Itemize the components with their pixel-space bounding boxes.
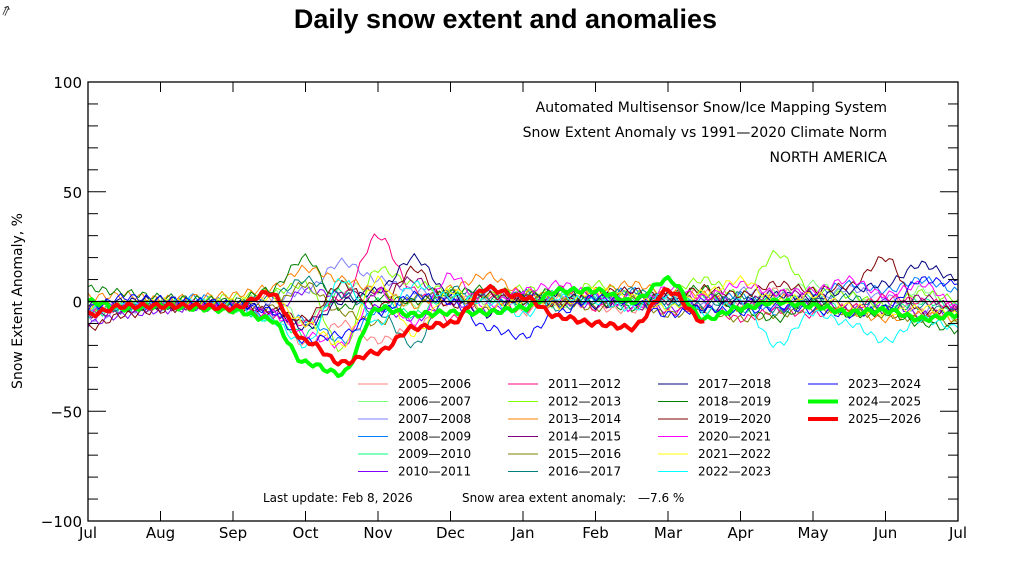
legend-item: 2019—2020	[658, 412, 771, 426]
legend-label: 2006—2007	[398, 395, 471, 409]
series-layer	[87, 233, 960, 379]
y-tick-label: 0	[72, 294, 82, 312]
legend-item: 2024—2025	[808, 395, 921, 409]
legend-label: 2022—2023	[698, 465, 771, 479]
legend-item: 2025—2026	[808, 412, 921, 426]
y-tick-label: −50	[50, 403, 82, 421]
series-line-2025-2026	[87, 284, 705, 367]
legend-label: 2018—2019	[698, 395, 771, 409]
legend-label: 2023—2024	[848, 377, 921, 391]
legend-label: 2014—2015	[548, 430, 621, 444]
axes-layer: −100 −50 0 50 100 Jul Aug Sep Oct Nov Dec Jan Feb Mar…	[41, 74, 967, 542]
legend-item: 2007—2008	[358, 412, 471, 426]
x-tick-label: Jul	[78, 524, 97, 542]
legend-item: 2008—2009	[358, 430, 471, 444]
legend-item: 2009—2010	[358, 447, 471, 461]
x-tick-label: Apr	[728, 524, 755, 542]
legend-label: 2021—2022	[698, 447, 771, 461]
legend-label: 2013—2014	[548, 412, 621, 426]
legend-item: 2022—2023	[658, 465, 771, 479]
legend-item: 2016—2017	[508, 465, 621, 479]
legend-item: 2021—2022	[658, 447, 771, 461]
legend-label: 2025—2026	[848, 412, 921, 426]
legend-label: 2016—2017	[548, 465, 621, 479]
legend-item: 2023—2024	[808, 377, 921, 391]
legend-label: 2011—2012	[548, 377, 621, 391]
legend-label: 2010—2011	[398, 465, 471, 479]
x-tick-label: Dec	[436, 524, 465, 542]
legend-label: 2008—2009	[398, 430, 471, 444]
legend-label: 2005—2006	[398, 377, 471, 391]
y-tick-label: 50	[63, 184, 82, 202]
x-tick-label: Oct	[293, 524, 319, 542]
x-tick-label: Mar	[654, 524, 683, 542]
legend-label: 2019—2020	[698, 412, 771, 426]
legend-item: 2018—2019	[658, 395, 771, 409]
last-update: Last update: Feb 8, 2026	[263, 491, 413, 505]
x-tick-label: Jul	[948, 524, 967, 542]
annotation-subtitle: Snow Extent Anomaly vs 1991—2020 Climate…	[523, 125, 887, 141]
x-tick-label: Feb	[582, 524, 609, 542]
anomaly-value: —7.6 %	[638, 491, 684, 505]
x-tick-label: Nov	[363, 524, 392, 542]
legend-item: 2006—2007	[358, 395, 471, 409]
series-line-2024-2025	[87, 275, 960, 379]
y-tick-label: 100	[53, 74, 82, 92]
legend-label: 2009—2010	[398, 447, 471, 461]
legend-label: 2015—2016	[548, 447, 621, 461]
legend-item: 2011—2012	[508, 377, 621, 391]
legend-item: 2010—2011	[358, 465, 471, 479]
legend-label: 2017—2018	[698, 377, 771, 391]
legend-item: 2014—2015	[508, 430, 621, 444]
x-tick-label: Aug	[146, 524, 175, 542]
legend-label: 2012—2013	[548, 395, 621, 409]
legend: 2005—2006 2006—2007 2007—2008 2008—2009 2009…	[358, 377, 921, 479]
x-tick-label: Jan	[510, 524, 534, 542]
legend-item: 2012—2013	[508, 395, 621, 409]
legend-item: 2005—2006	[358, 377, 471, 391]
anomaly-label: Snow area extent anomaly:	[462, 491, 626, 505]
legend-label: 2020—2021	[698, 430, 771, 444]
x-tick-label: Jun	[873, 524, 897, 542]
x-tick-label: Sep	[219, 524, 247, 542]
x-tick-label: May	[797, 524, 828, 542]
chart-title: Daily snow extent and anomalies	[293, 4, 718, 34]
annotation-system: Automated Multisensor Snow/Ice Mapping S…	[536, 100, 887, 116]
annotation-region: NORTH AMERICA	[770, 150, 888, 166]
legend-item: 2017—2018	[658, 377, 771, 391]
y-tick-label: −100	[41, 513, 82, 531]
legend-item: 2020—2021	[658, 430, 771, 444]
ylabel: Snow Extent Anomaly, %	[10, 213, 26, 389]
legend-label: 2024—2025	[848, 395, 921, 409]
legend-item: 2015—2016	[508, 447, 621, 461]
legend-label: 2007—2008	[398, 412, 471, 426]
legend-item: 2013—2014	[508, 412, 621, 426]
